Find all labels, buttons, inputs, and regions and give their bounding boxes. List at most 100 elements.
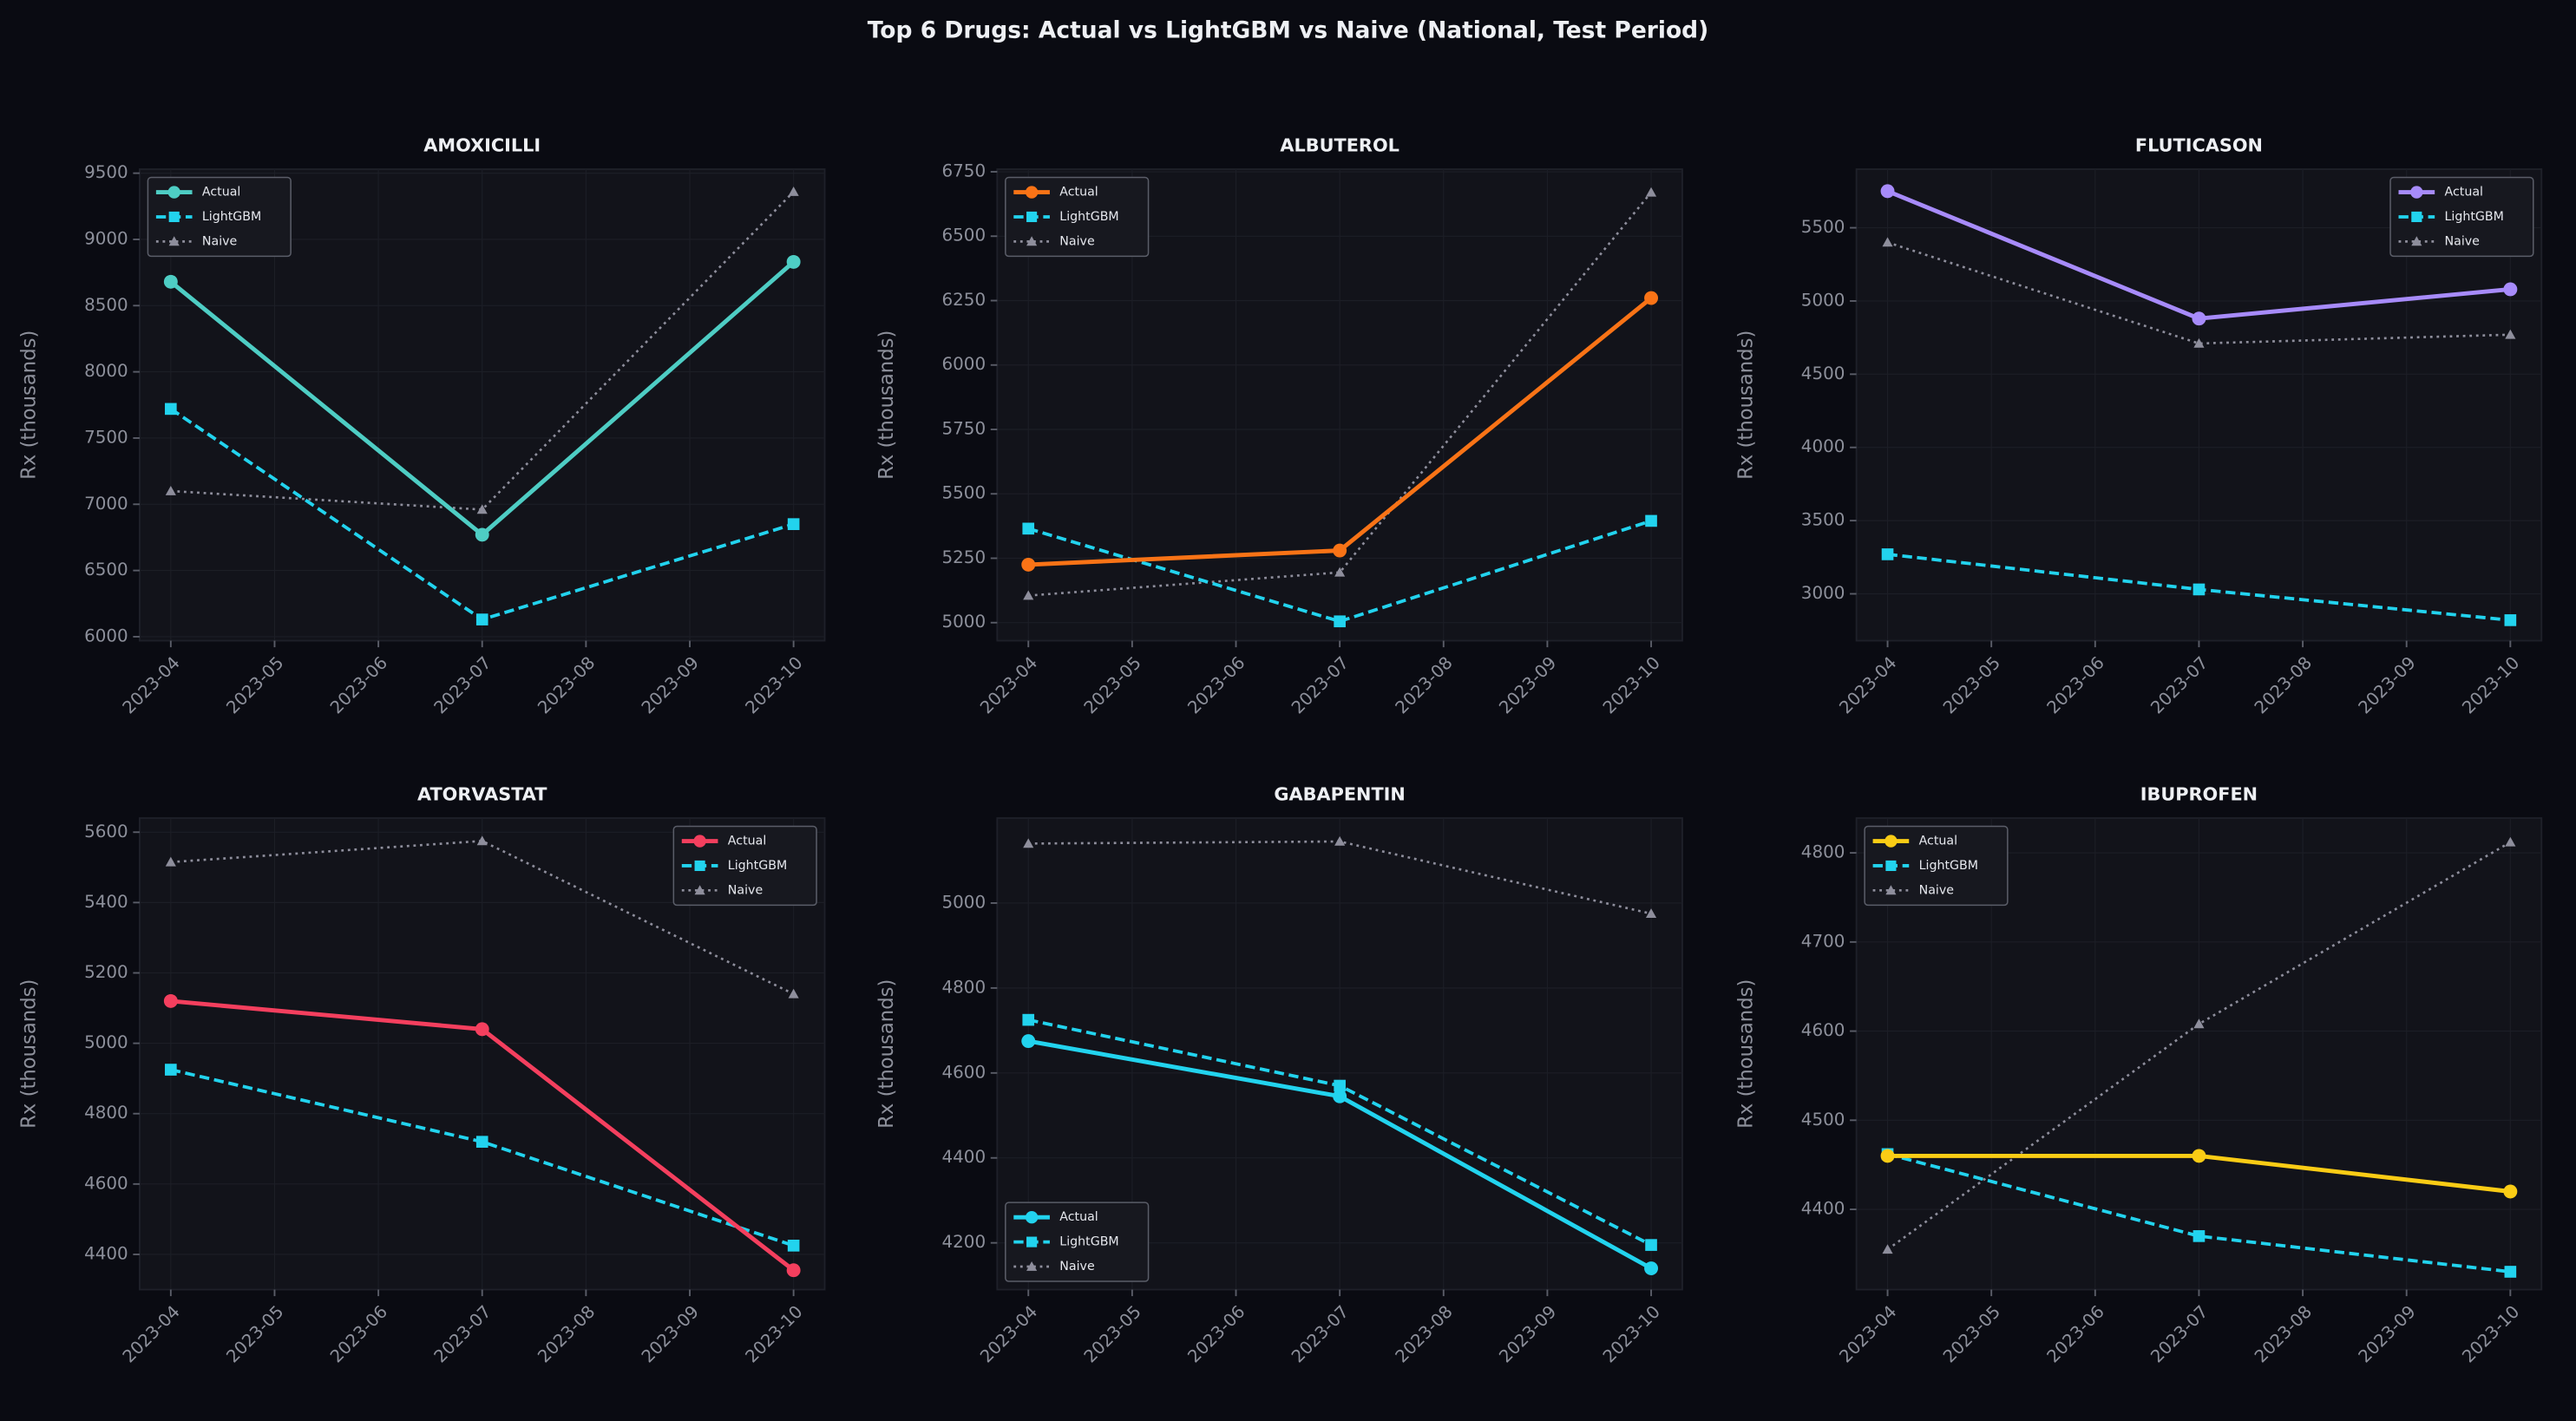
series-line xyxy=(1887,1152,2511,1274)
marker xyxy=(475,1136,488,1148)
marker xyxy=(2193,1230,2206,1242)
legend: Actual LightGBM Naive xyxy=(1005,1202,1150,1282)
legend: Actual LightGBM Naive xyxy=(1864,825,2009,907)
marker xyxy=(2503,282,2518,297)
marker xyxy=(788,186,799,196)
legend-box xyxy=(672,825,817,907)
legend-box xyxy=(1005,1202,1150,1282)
legend-label: Naive xyxy=(728,883,763,897)
series-line xyxy=(1028,191,1653,597)
y-tick-label: 4500 xyxy=(1801,363,1845,383)
marker xyxy=(476,835,488,846)
y-axis-label: Rx (thousands) xyxy=(18,979,41,1129)
marker xyxy=(1333,543,1347,558)
legend-label: Naive xyxy=(202,234,237,248)
y-tick-label: 4800 xyxy=(1801,842,1845,862)
y-tick-label: 4000 xyxy=(1801,436,1845,456)
marker xyxy=(2193,1018,2205,1029)
y-tick-label: 7000 xyxy=(84,494,128,514)
marker xyxy=(1880,184,1895,199)
marker xyxy=(163,274,178,289)
legend-label: LightGBM xyxy=(1059,1235,1118,1249)
legend-label: Actual xyxy=(728,835,766,848)
legend-label: Naive xyxy=(2445,234,2480,248)
legend-label: LightGBM xyxy=(202,210,261,224)
y-tick-label: 4400 xyxy=(84,1243,128,1263)
y-tick-label: 5500 xyxy=(1801,217,1845,237)
y-tick-label: 5000 xyxy=(942,892,986,912)
legend-box xyxy=(1864,825,2009,907)
subplot-title: AMOXICILLI xyxy=(423,135,541,156)
marker xyxy=(788,988,799,999)
legend-label: LightGBM xyxy=(1919,859,1978,873)
marker xyxy=(2503,1184,2518,1199)
legend-label: Actual xyxy=(202,186,240,200)
y-tick-label: 5500 xyxy=(942,483,986,503)
marker xyxy=(786,254,801,269)
marker xyxy=(787,1239,800,1252)
y-tick-label: 4600 xyxy=(942,1062,986,1082)
marker xyxy=(2193,337,2205,348)
marker xyxy=(787,518,800,530)
subplot-title: FLUTICASON xyxy=(2135,135,2263,156)
legend-marker xyxy=(167,186,180,199)
legend-marker xyxy=(1885,860,1897,872)
y-axis-label: Rx (thousands) xyxy=(1734,331,1757,480)
marker xyxy=(786,1263,801,1278)
subplot-title: ATORVASTAT xyxy=(417,784,547,805)
legend-label: LightGBM xyxy=(1059,210,1118,224)
y-axis-label: Rx (thousands) xyxy=(18,331,41,480)
y-tick-label: 5000 xyxy=(84,1032,128,1052)
legend-label: LightGBM xyxy=(728,859,787,873)
series-line xyxy=(1886,841,2512,1251)
legend-marker xyxy=(2410,186,2423,199)
marker xyxy=(1644,291,1659,305)
subplot: AMOXICILLI Rx (thousands) 6000 6500 7000 7500… xyxy=(18,135,826,717)
marker xyxy=(2505,836,2516,847)
legend: Actual LightGBM Naive xyxy=(2389,176,2534,258)
legend-marker xyxy=(1026,211,1038,223)
marker xyxy=(1881,548,1894,560)
y-tick-label: 9500 xyxy=(84,162,128,182)
legend-marker xyxy=(1884,835,1898,848)
marker xyxy=(165,403,177,416)
y-tick-label: 5750 xyxy=(942,418,986,438)
legend-label: Actual xyxy=(1919,835,1957,848)
marker xyxy=(475,613,488,625)
y-tick-label: 4800 xyxy=(84,1103,128,1123)
marker xyxy=(2193,583,2206,596)
legend-label: Naive xyxy=(1919,883,1954,897)
marker xyxy=(475,1022,489,1037)
y-tick-label: 6500 xyxy=(84,560,128,580)
y-tick-label: 9000 xyxy=(84,228,128,248)
marker xyxy=(165,485,176,495)
legend-marker xyxy=(694,860,705,872)
y-tick-label: 5400 xyxy=(84,892,128,912)
legend-box xyxy=(1005,176,1150,258)
legend-box xyxy=(147,176,292,258)
y-axis-label: Rx (thousands) xyxy=(875,331,898,480)
legend-marker xyxy=(2411,211,2422,223)
legend-label: Actual xyxy=(2445,186,2483,200)
marker xyxy=(1882,1244,1893,1254)
marker xyxy=(165,1064,177,1076)
marker xyxy=(1334,835,1346,846)
legend: Actual LightGBM Naive xyxy=(672,825,817,907)
subplot: IBUPROFEN Rx (thousands) 4400 4500 4600 4700 4… xyxy=(1734,784,2543,1366)
legend-marker xyxy=(2411,236,2422,246)
y-tick-label: 6250 xyxy=(942,290,986,310)
marker xyxy=(1023,838,1034,848)
marker xyxy=(163,993,178,1008)
y-tick-label: 6000 xyxy=(942,354,986,374)
legend-label: Naive xyxy=(1059,234,1094,248)
legend: Actual LightGBM Naive xyxy=(147,176,292,258)
legend-marker xyxy=(1026,1261,1038,1271)
marker xyxy=(165,856,176,867)
marker xyxy=(1645,908,1657,919)
legend-label: Naive xyxy=(1059,1260,1094,1274)
marker xyxy=(1023,590,1034,600)
marker xyxy=(1022,1013,1035,1026)
marker xyxy=(1644,1261,1659,1275)
legend-marker xyxy=(168,236,180,246)
